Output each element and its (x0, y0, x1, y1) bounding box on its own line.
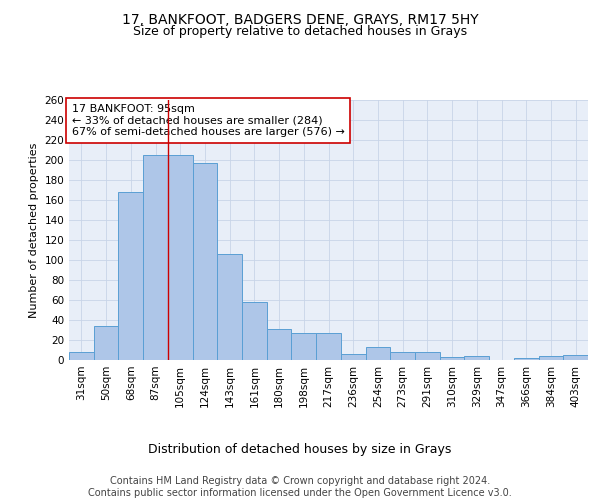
Bar (341, 354, 365, 360)
Bar (267, 329, 292, 360)
Bar (464, 356, 489, 360)
Y-axis label: Number of detached properties: Number of detached properties (29, 142, 39, 318)
Bar (193, 163, 217, 360)
Text: Contains HM Land Registry data © Crown copyright and database right 2024.
Contai: Contains HM Land Registry data © Crown c… (88, 476, 512, 498)
Bar (365, 347, 390, 360)
Bar (514, 358, 539, 360)
Bar (242, 302, 267, 360)
Text: 17 BANKFOOT: 95sqm
← 33% of detached houses are smaller (284)
67% of semi-detach: 17 BANKFOOT: 95sqm ← 33% of detached hou… (71, 104, 344, 137)
Bar (390, 352, 415, 360)
Text: Size of property relative to detached houses in Grays: Size of property relative to detached ho… (133, 25, 467, 38)
Bar (168, 155, 193, 360)
Bar (440, 357, 464, 360)
Bar (94, 326, 118, 360)
Bar (217, 254, 242, 360)
Bar (143, 155, 168, 360)
Text: Distribution of detached houses by size in Grays: Distribution of detached houses by size … (148, 442, 452, 456)
Bar (292, 333, 316, 360)
Bar (563, 355, 588, 360)
Bar (316, 333, 341, 360)
Bar (539, 356, 563, 360)
Bar (415, 352, 440, 360)
Text: 17, BANKFOOT, BADGERS DENE, GRAYS, RM17 5HY: 17, BANKFOOT, BADGERS DENE, GRAYS, RM17 … (122, 12, 478, 26)
Bar (118, 192, 143, 360)
Bar (69, 352, 94, 360)
